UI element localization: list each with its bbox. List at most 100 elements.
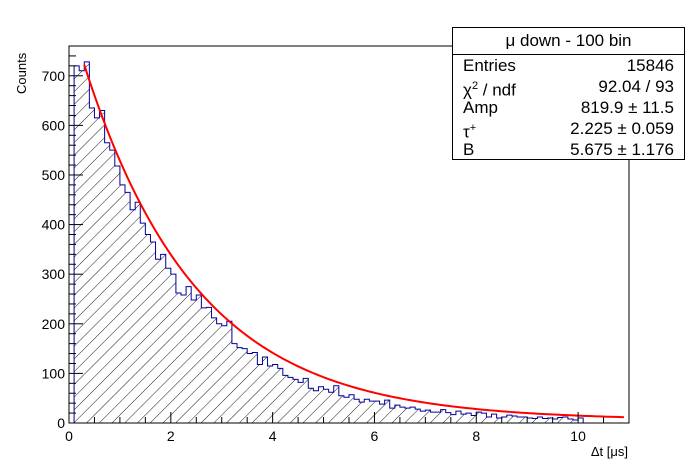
histogram-bar [547,418,553,423]
histogram-bar [165,268,171,423]
histogram-bar [573,420,579,423]
histogram-bar [425,410,431,423]
histogram-bar [145,234,151,423]
x-axis-title: Δt [μs] [591,444,628,459]
histogram-bar [450,414,456,423]
histogram-bar [405,408,411,423]
y-tick-label: 700 [42,68,66,84]
histogram-bar [369,401,375,423]
stats-row-b: B 5.675 ± 1.176 [453,139,684,160]
histogram-bar [201,307,207,423]
histogram-bar [181,295,187,423]
histogram-bar [481,413,487,423]
y-axis: 0 100 200 300 400 500 600 700 [42,55,83,431]
histogram-bar [379,404,385,423]
stats-label: B [463,140,475,159]
histogram-bar [562,417,568,423]
histogram-bar [567,419,573,423]
x-tick-label: 6 [371,428,379,444]
stats-row-tau: τ+ 2.225 ± 0.059 [453,118,684,142]
histogram-bar [323,389,329,423]
histogram-bar [445,412,451,423]
x-axis: 0 2 4 6 8 10 [65,412,605,444]
histogram-bar [542,418,548,423]
histogram-bar [135,202,141,423]
stats-label: Entries [463,56,516,75]
histogram-bar [160,254,166,423]
histogram-bar [206,307,212,423]
histogram-bar [430,412,436,423]
histogram-bar [537,417,543,423]
stats-label: Amp [463,98,498,117]
stats-value: 2.225 ± 0.059 [570,119,674,138]
histogram-bar [491,414,497,423]
y-tick-label: 400 [42,217,66,233]
x-tick-label: 0 [65,428,73,444]
x-tick-label: 8 [472,428,480,444]
histogram-bar [104,142,110,423]
stats-label: χ2 / ndf [463,80,516,100]
histogram-bar [389,408,395,423]
histogram-bar [399,407,405,423]
histogram-bar [186,286,192,423]
y-tick-label: 200 [42,316,66,332]
histogram-bar [511,416,517,423]
x-tick-label: 2 [167,428,175,444]
histogram-bar [440,409,446,423]
histogram-bar [125,192,131,423]
histogram-bar [461,414,467,423]
histogram-bar [79,70,85,423]
stats-row-chi2: χ2 / ndf 92.04 / 93 [453,76,684,100]
histogram-bar [527,418,533,423]
histogram-bar [84,61,90,423]
histogram-bar [237,347,243,423]
histogram-bar [262,357,268,423]
histogram-bar [277,368,283,423]
histogram-bar [287,377,293,423]
stats-row-amp: Amp 819.9 ± 11.5 [453,97,684,118]
histogram-bar [303,378,309,423]
histogram-bar [466,413,472,423]
histogram-bar [374,401,380,423]
stats-value: 15846 [626,56,674,75]
histogram-bar [293,379,299,423]
histogram-bar [486,417,492,423]
histogram-bar [455,411,461,423]
histogram-bar [435,412,441,423]
histogram-bar [155,259,161,423]
histogram-bar [394,405,400,423]
histogram-bar [557,417,563,423]
histogram-bar [501,417,507,423]
histogram-bar [354,399,360,423]
x-tick-label: 4 [269,428,277,444]
histogram-bar [349,394,355,423]
histogram-bar [578,418,584,423]
histogram-bar [415,409,421,423]
histogram-bar [99,110,105,423]
histogram-bar [150,241,156,423]
y-tick-label: 300 [42,266,66,282]
stats-title: μ down - 100 bin [453,28,684,55]
histogram-bar [257,364,263,423]
histogram-bar [532,418,538,423]
stats-value: 92.04 / 93 [598,77,674,96]
y-tick-label: 600 [42,117,66,133]
histogram-bar [140,223,146,423]
histogram-bar [298,382,304,423]
histogram-bar [247,353,253,423]
x-tick-label: 10 [570,428,586,444]
histogram-bar [267,365,273,423]
stats-value: 5.675 ± 1.176 [570,140,674,159]
histogram-bar [359,402,365,423]
histogram-bar [252,352,258,423]
histogram-bar [216,323,222,423]
histogram-bar [384,400,390,423]
histogram-bar [231,343,237,423]
histogram-bar [308,388,314,423]
histogram-bar [313,390,319,423]
histogram-bar [272,364,278,423]
histogram-outline [73,61,584,423]
histogram-bar [226,321,232,423]
histogram-bar [318,386,324,423]
